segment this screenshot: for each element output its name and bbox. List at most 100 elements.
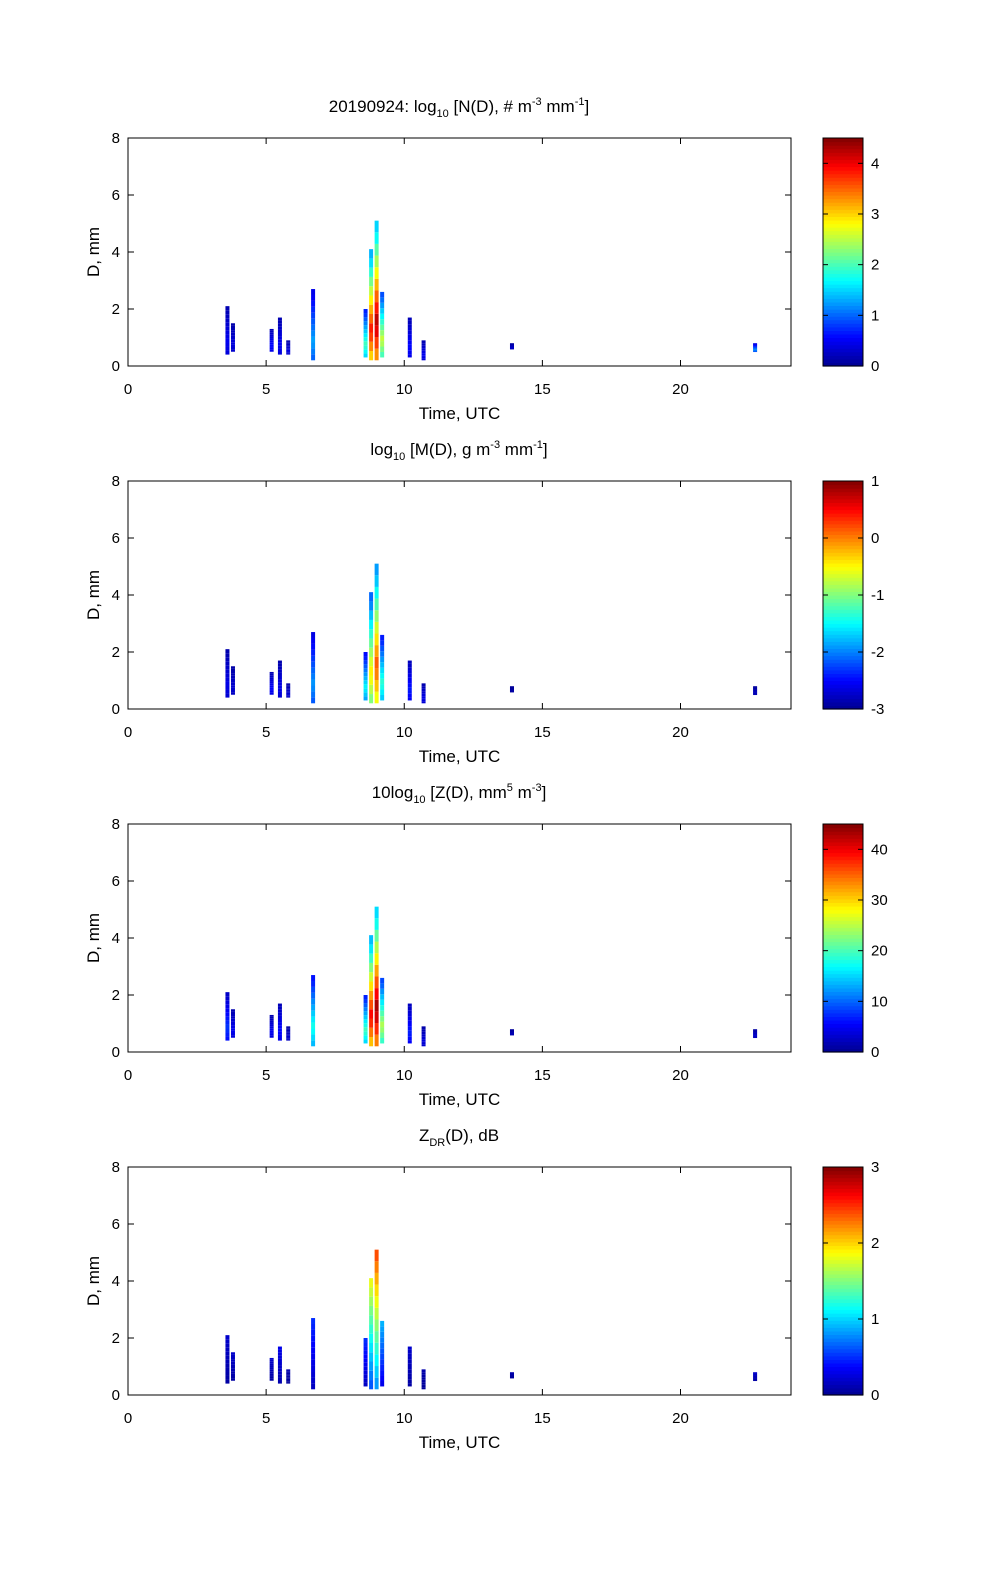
heatmap-cell [753, 346, 758, 348]
heatmap-cell [407, 680, 412, 684]
colorbar-swatch [823, 516, 863, 521]
heatmap-cell [363, 684, 368, 689]
x-tick-label: 10 [396, 381, 413, 398]
heatmap-cell [407, 1006, 412, 1011]
heatmap-cell [374, 1331, 379, 1343]
heatmap-cell [311, 637, 316, 644]
colorbar-swatch [823, 1023, 863, 1028]
heatmap-cell [753, 1377, 758, 1379]
heatmap-cell [230, 1028, 235, 1031]
heatmap-cell [286, 696, 291, 698]
heatmap-cell [225, 1351, 230, 1356]
colorbar-swatch [823, 1009, 863, 1014]
heatmap-cell [225, 322, 230, 327]
heatmap-cell [269, 349, 274, 352]
heatmap-cell [421, 1371, 426, 1373]
heatmap-cell [509, 1029, 514, 1031]
colorbar-swatch [823, 1327, 863, 1332]
heatmap-cell [421, 1379, 426, 1381]
title-part: -3 [490, 439, 500, 451]
heatmap-cell [407, 677, 412, 681]
heatmap-cell [374, 1272, 379, 1285]
heatmap-cell [225, 346, 230, 351]
y-tick-label: 2 [112, 987, 120, 1004]
heatmap-cell [277, 1012, 282, 1016]
heatmap-cell [230, 668, 235, 671]
heatmap-cell [369, 1296, 374, 1306]
title-part: mm [500, 440, 533, 459]
heatmap-cell [753, 350, 758, 352]
heatmap-cell [369, 323, 374, 333]
y-tick-label: 6 [112, 187, 120, 204]
heatmap-cell [269, 328, 274, 331]
colorbar-swatch [823, 913, 863, 918]
x-tick-label: 15 [534, 381, 551, 398]
x-tick-label: 0 [124, 1410, 132, 1427]
heatmap-cell [753, 347, 758, 349]
heatmap-cell [286, 1377, 291, 1379]
x-tick-label: 20 [672, 724, 689, 741]
colorbar-tick-label: 2 [871, 1235, 879, 1252]
heatmap-cell [311, 330, 316, 337]
heatmap-cell [269, 344, 274, 347]
heatmap-cell [286, 688, 291, 690]
heatmap-cell [286, 1035, 291, 1038]
heatmap-cell [311, 986, 316, 993]
colorbar-swatch [823, 316, 863, 321]
heatmap-cell [225, 1004, 230, 1009]
heatmap-cell [369, 249, 374, 259]
colorbar-swatch [823, 1334, 863, 1339]
heatmap-cell [225, 342, 230, 347]
heatmap-cell [286, 1037, 291, 1039]
heatmap-cell [277, 675, 282, 680]
heatmap-cell [225, 661, 230, 666]
panel-1: 20190924: log10 [N(D), # m-3 mm-1]0 5 10 15… [84, 96, 879, 423]
heatmap-cell [374, 337, 379, 349]
colorbar-swatch [823, 1002, 863, 1007]
colorbar-swatch [823, 1174, 863, 1179]
colorbar-swatch [823, 580, 863, 585]
colorbar-tick-label: 1 [871, 307, 879, 324]
heatmap-cell [380, 1380, 385, 1387]
colorbar-swatch [823, 1298, 863, 1303]
colorbar-swatch [823, 309, 863, 314]
title-part: -1 [575, 96, 585, 108]
heatmap-cell [225, 653, 230, 658]
heatmap-cell [421, 690, 426, 692]
heatmap-cell [407, 693, 412, 698]
heatmap-cell [753, 348, 758, 350]
colorbar-swatch [823, 241, 863, 246]
colorbar-swatch [823, 1209, 863, 1214]
colorbar-swatch [823, 1323, 863, 1328]
colorbar-swatch [823, 591, 863, 596]
heatmap-cell [421, 1039, 426, 1042]
heatmap-cell [374, 575, 379, 587]
heatmap-cell [380, 640, 385, 646]
colorbar-swatch [823, 970, 863, 975]
heatmap-cell [225, 1379, 230, 1384]
heatmap-cells [225, 220, 758, 361]
heatmap-cell [380, 335, 385, 342]
heatmap-cell [407, 687, 412, 691]
colorbar-swatch [823, 1362, 863, 1368]
colorbar-swatch [823, 888, 863, 893]
heatmap-cell [230, 1364, 235, 1367]
heatmap-cell [363, 1366, 368, 1371]
heatmap-cell [230, 1366, 235, 1369]
heatmap-cell [421, 698, 426, 700]
heatmap-cell [225, 689, 230, 694]
heatmap-cell [421, 350, 426, 352]
heatmap-cell [277, 1349, 282, 1353]
heatmap-cell [421, 1369, 426, 1372]
heatmap-cell [269, 1363, 274, 1366]
heatmap-cell [369, 962, 374, 973]
title-part: ] [543, 440, 548, 459]
heatmap-cell [380, 324, 385, 331]
heatmap-cell [369, 258, 374, 268]
colorbar-swatch [823, 166, 863, 171]
colorbar-swatch [823, 873, 863, 879]
colorbar-swatch [823, 1252, 863, 1257]
heatmap-cell [407, 1030, 412, 1034]
colorbar-swatch [823, 319, 863, 324]
heatmap-cell [269, 681, 274, 684]
